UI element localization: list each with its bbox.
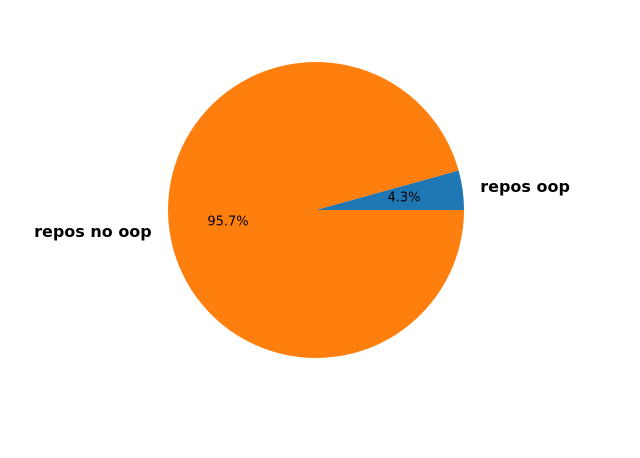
slice-label: repos no oop <box>34 222 152 241</box>
labels-layer: repos oop 4.3% repos no oop 95.7% <box>34 177 570 241</box>
slice-percent-label: 95.7% <box>207 214 248 229</box>
slices-layer <box>168 62 465 359</box>
slice-label: repos oop <box>480 177 570 196</box>
slice-percent-label: 4.3% <box>387 191 420 206</box>
pie-slice-repos-oop <box>316 170 464 210</box>
pie-slice-repos-no-oop <box>168 62 465 359</box>
